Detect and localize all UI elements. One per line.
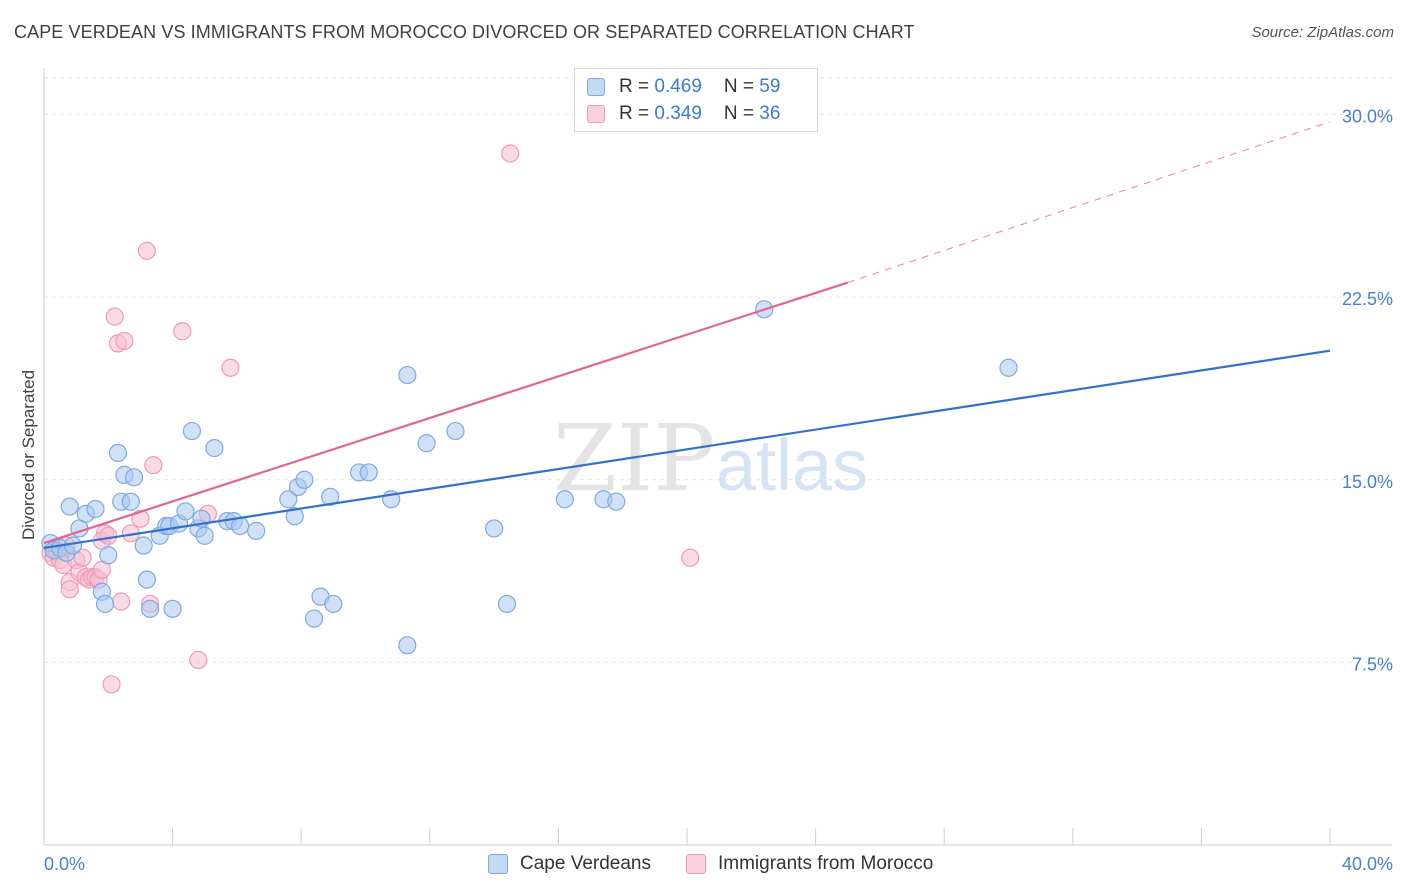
bottom-legend-label: Cape Verdeans [520, 853, 651, 874]
data-point-cape-verdean [485, 519, 504, 538]
data-point-cape-verdean [999, 358, 1018, 377]
bottom-legend-swatch-blue [488, 854, 508, 874]
legend-n-label: N = [723, 103, 760, 124]
legend-r-value: 0.349 [654, 103, 702, 124]
legend-n-value: 36 [759, 103, 781, 124]
legend-n-value: 59 [759, 76, 781, 97]
data-point-morocco [144, 456, 163, 475]
gridlines [44, 77, 1392, 663]
tick-labels: 7.5% 15.0% 22.5% 30.0% 0.0% 40.0% [44, 107, 1393, 874]
trend-line-morocco-extension [847, 121, 1331, 284]
data-point-cape-verdean [205, 439, 224, 458]
data-point-cape-verdean [285, 507, 304, 526]
data-point-cape-verdean [607, 492, 626, 511]
legend-n-label: N = [723, 76, 760, 97]
data-point-cape-verdean [555, 490, 574, 509]
data-point-morocco [681, 548, 700, 567]
data-point-cape-verdean [163, 599, 182, 618]
trend-line-morocco [43, 281, 849, 545]
y-tick-label: 22.5% [1342, 289, 1393, 309]
data-point-morocco [115, 331, 134, 351]
bottom-legend-cape-verdean: Cape Verdeans [488, 852, 651, 876]
legend-swatch-pink [587, 105, 605, 123]
data-point-cape-verdean [279, 490, 298, 509]
legend-row-morocco: R = 0.349 N = 36 [587, 102, 780, 126]
data-point-morocco [112, 592, 131, 611]
data-point-cape-verdean [86, 499, 105, 519]
data-point-cape-verdean [134, 536, 153, 555]
data-point-cape-verdean [417, 434, 436, 453]
bottom-legend-label: Immigrants from Morocco [718, 853, 934, 874]
data-point-morocco [501, 144, 520, 163]
data-point-morocco [221, 358, 240, 377]
data-point-cape-verdean [497, 594, 517, 614]
data-point-cape-verdean [247, 521, 266, 540]
data-point-cape-verdean [176, 502, 195, 521]
data-point-cape-verdean [359, 463, 378, 482]
data-point-cape-verdean [60, 497, 79, 516]
data-point-morocco [189, 650, 208, 670]
trend-line-cape-verdean [43, 349, 1331, 550]
legend-row-cape-verdean: R = 0.469 N = 59 [587, 75, 780, 99]
data-point-cape-verdean [398, 636, 417, 655]
data-point-morocco [99, 526, 118, 545]
bottom-legend-swatch-pink [686, 854, 706, 874]
data-point-cape-verdean [95, 594, 115, 614]
data-point-morocco [105, 307, 124, 326]
data-point-cape-verdean [121, 492, 140, 511]
data-point-cape-verdean [324, 594, 343, 614]
bottom-legend-morocco: Immigrants from Morocco [686, 852, 933, 876]
data-point-cape-verdean [446, 421, 465, 441]
data-point-cape-verdean [195, 526, 214, 545]
data-point-morocco [60, 580, 79, 599]
watermark-atlas: atlas [716, 426, 868, 506]
legend-r-label: R = [619, 76, 655, 97]
data-point-cape-verdean [304, 609, 324, 628]
x-tick-label-min: 0.0% [44, 854, 85, 874]
chart-title: CAPE VERDEAN VS IMMIGRANTS FROM MOROCCO … [14, 22, 915, 42]
data-point-cape-verdean [137, 570, 156, 589]
data-point-morocco [102, 675, 121, 694]
y-tick-label: 15.0% [1342, 472, 1393, 492]
trend-lines [43, 121, 1331, 550]
data-point-cape-verdean [99, 546, 118, 565]
data-point-cape-verdean [231, 516, 250, 536]
axes [43, 68, 1392, 846]
series-cape-verdean-points [41, 300, 1018, 655]
legend-swatch-blue [587, 78, 605, 96]
y-axis-label: Divorced or Separated [19, 370, 38, 540]
data-point-morocco [137, 241, 156, 260]
data-point-cape-verdean [182, 421, 201, 441]
legend-r-value: 0.469 [654, 76, 702, 97]
correlation-legend: R = 0.469 N = 59 R = 0.349 N = 36 [574, 68, 818, 132]
data-point-cape-verdean [321, 487, 340, 506]
data-point-cape-verdean [398, 365, 417, 385]
data-point-morocco [131, 509, 150, 528]
data-point-cape-verdean [124, 468, 144, 487]
data-point-cape-verdean [295, 470, 314, 489]
y-tick-label: 30.0% [1342, 107, 1393, 127]
data-point-morocco [173, 322, 192, 341]
source-credit: Source: ZipAtlas.com [1251, 24, 1394, 41]
x-tick-label-max: 40.0% [1342, 854, 1393, 874]
y-tick-label: 7.5% [1352, 654, 1393, 674]
legend-r-label: R = [619, 103, 655, 124]
data-point-cape-verdean [140, 599, 160, 618]
data-point-cape-verdean [108, 443, 128, 463]
